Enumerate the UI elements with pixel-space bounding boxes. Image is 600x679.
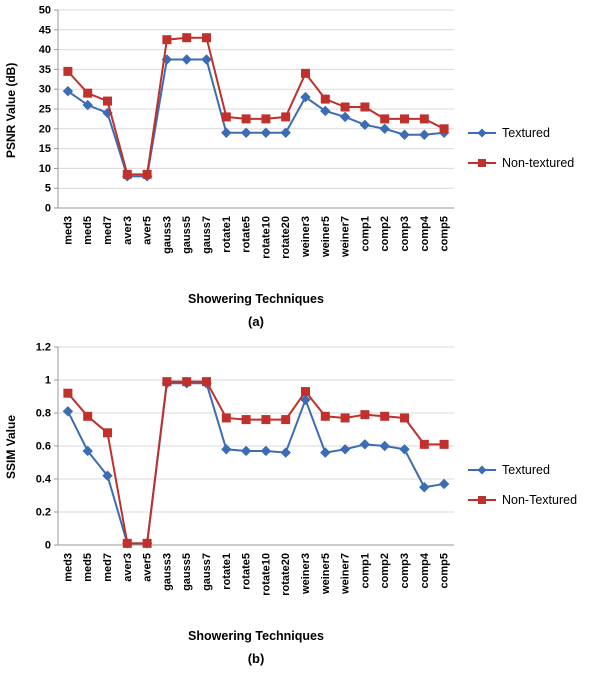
svg-text:gauss7: gauss7 [201,553,213,591]
svg-text:rotate20: rotate20 [280,216,292,259]
svg-text:10: 10 [39,163,51,175]
legend-label-textured: Textured [502,126,550,140]
svg-text:50: 50 [39,5,51,17]
svg-text:0.4: 0.4 [36,474,52,486]
x-category-labels: med3 med5 med7 aver3 aver5 gauss3 gauss5 gauss7… [62,552,450,596]
svg-text:0.8: 0.8 [36,408,51,420]
legend-item-non-textured: Non-Textured [468,493,598,507]
svg-text:1.2: 1.2 [36,342,51,354]
svg-text:gauss5: gauss5 [181,216,193,254]
svg-text:med5: med5 [82,553,94,582]
ssim-x-axis-title: Showering Techniques [188,629,324,643]
svg-text:5: 5 [45,183,51,195]
svg-text:0.6: 0.6 [36,441,51,453]
legend-label-non-textured: Non-Textured [502,493,578,507]
svg-text:rotate5: rotate5 [241,216,253,253]
svg-text:20: 20 [39,123,51,135]
textured-diamond-marker-icon [468,464,496,476]
psnr-plot-column: 0 5 10 15 20 25 30 35 40 45 50 med3 med5 med7 aver3 ave… [20,4,460,329]
svg-text:aver3: aver3 [122,553,134,582]
svg-text:0: 0 [45,203,51,215]
svg-text:comp2: comp2 [379,553,391,588]
svg-text:comp1: comp1 [359,553,371,588]
svg-text:rotate1: rotate1 [221,216,233,253]
psnr-chart-block: PSNR Value (dB) 0 5 10 15 20 25 30 35 40 45 50 med3… [2,4,600,339]
ssim-y-axis-title: SSIM Value [4,414,18,480]
svg-text:weiner3: weiner3 [300,553,312,595]
svg-text:comp4: comp4 [419,215,431,251]
svg-text:comp4: comp4 [419,552,431,588]
svg-text:gauss5: gauss5 [181,553,193,591]
legend-item-textured: Textured [468,126,598,140]
svg-text:med3: med3 [62,216,74,245]
legend-label-textured: Textured [502,463,550,477]
svg-text:15: 15 [39,143,51,155]
svg-text:comp5: comp5 [439,553,451,588]
svg-text:weiner5: weiner5 [320,553,332,595]
psnr-plot: 0 5 10 15 20 25 30 35 40 45 50 med3 med5 med7 aver3 ave… [39,5,454,259]
non-textured-square-marker-icon [468,494,496,506]
psnr-x-axis-title: Showering Techniques [188,292,324,306]
series-textured [62,378,450,549]
svg-text:25: 25 [39,104,51,116]
textured-diamond-marker-icon [468,127,496,139]
ssim-chart-block: SSIM Value 0 0.2 0.4 0.6 0.8 1 1.2 med3 med5 med7… [2,341,600,676]
svg-text:rotate10: rotate10 [260,216,272,259]
ssim-sublabel: (b) [247,651,265,666]
svg-text:rotate20: rotate20 [280,553,292,596]
svg-text:weiner7: weiner7 [340,553,352,595]
svg-text:0: 0 [45,540,51,552]
svg-text:weiner7: weiner7 [340,216,352,258]
svg-text:rotate5: rotate5 [241,553,253,590]
legend-item-non-textured: Non-textured [468,156,598,170]
svg-text:comp1: comp1 [359,216,371,251]
svg-text:med3: med3 [62,553,74,582]
svg-text:0.2: 0.2 [36,507,51,519]
ssim-plot-column: 0 0.2 0.4 0.6 0.8 1 1.2 med3 med5 med7 aver3 aver5 g… [20,341,460,666]
svg-text:45: 45 [39,24,51,36]
series-non-textured [63,377,449,548]
svg-text:comp3: comp3 [399,216,411,251]
svg-text:gauss3: gauss3 [161,553,173,591]
legend-item-textured: Textured [468,463,598,477]
psnr-y-axis-title: PSNR Value (dB) [4,62,18,158]
svg-text:med5: med5 [82,216,94,245]
svg-text:med7: med7 [102,216,114,245]
psnr-sublabel: (a) [248,314,264,329]
svg-text:comp3: comp3 [399,553,411,588]
svg-text:30: 30 [39,84,51,96]
psnr-legend: Textured Non-textured [460,126,598,170]
x-category-labels: med3 med5 med7 aver3 aver5 gauss3 gauss5 gauss7… [62,215,450,259]
svg-text:1: 1 [45,375,51,387]
svg-text:aver5: aver5 [142,553,154,582]
svg-text:gauss7: gauss7 [201,216,213,254]
svg-text:gauss3: gauss3 [161,216,173,254]
svg-text:aver5: aver5 [142,216,154,245]
legend-label-non-textured: Non-textured [502,156,575,170]
svg-text:weiner5: weiner5 [320,216,332,258]
non-textured-square-marker-icon [468,157,496,169]
svg-text:med7: med7 [102,553,114,582]
svg-text:comp5: comp5 [439,216,451,251]
svg-text:rotate10: rotate10 [260,553,272,596]
svg-text:35: 35 [39,64,51,76]
ssim-chart-row: SSIM Value 0 0.2 0.4 0.6 0.8 1 1.2 med3 med5 med7… [2,341,600,667]
ssim-legend: Textured Non-Textured [460,463,598,507]
svg-text:aver3: aver3 [122,216,134,245]
svg-text:rotate1: rotate1 [221,553,233,590]
psnr-chart-row: PSNR Value (dB) 0 5 10 15 20 25 30 35 40 45 50 med3… [2,4,600,330]
svg-text:weiner3: weiner3 [300,216,312,258]
ssim-plot: 0 0.2 0.4 0.6 0.8 1 1.2 med3 med5 med7 aver3 aver5 g… [36,342,454,596]
svg-text:comp2: comp2 [379,216,391,251]
svg-text:40: 40 [39,44,51,56]
series-non-textured [63,33,449,179]
